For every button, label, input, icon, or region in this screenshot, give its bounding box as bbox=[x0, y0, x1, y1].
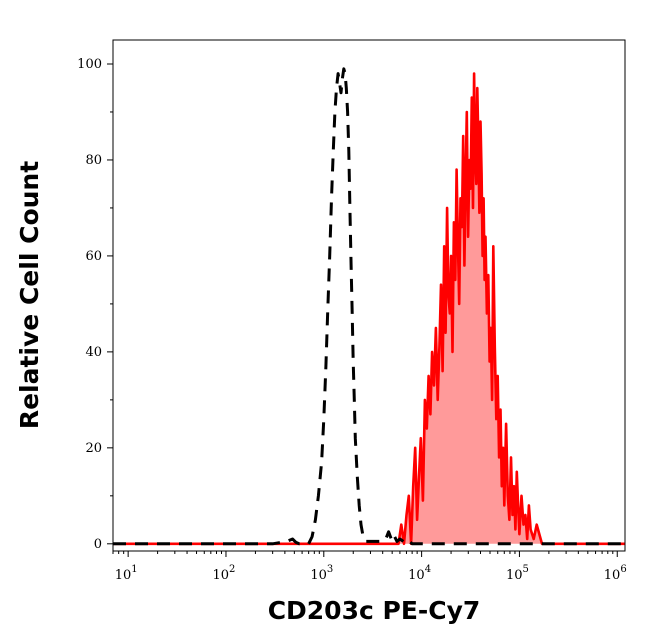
plot-frame bbox=[112, 39, 626, 552]
x-tick-label: 102 bbox=[213, 564, 236, 583]
y-tick-label: 40 bbox=[85, 345, 102, 360]
x-tick-label: 103 bbox=[310, 564, 333, 583]
axis-layer: 0 20 40 60 80 100 101 102 103 104 105 106 bbox=[77, 57, 627, 583]
y-tick-label: 20 bbox=[85, 441, 102, 456]
x-tick-label: 105 bbox=[506, 564, 529, 583]
series-line-dashed bbox=[113, 67, 625, 546]
y-axis-title: Relative Cell Count bbox=[15, 161, 44, 429]
y-tick-label: 100 bbox=[77, 57, 102, 72]
y-tick-label: 80 bbox=[85, 153, 102, 168]
y-tick-label: 0 bbox=[94, 537, 102, 552]
x-tick-label: 106 bbox=[604, 564, 627, 583]
series-area-fill bbox=[113, 73, 625, 544]
series-layer bbox=[113, 67, 625, 546]
x-tick-label: 104 bbox=[408, 564, 431, 583]
series-line-solid bbox=[113, 72, 625, 546]
y-tick-label: 60 bbox=[85, 249, 102, 264]
x-tick-label: 101 bbox=[115, 564, 138, 583]
x-axis-title: CD203c PE-Cy7 bbox=[268, 596, 481, 625]
